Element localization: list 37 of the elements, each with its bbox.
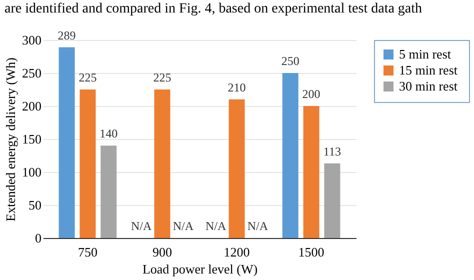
data-label: 200 [302,87,320,101]
x-tick-label: 750 [78,244,98,260]
y-tick-label: 200 [22,98,42,114]
data-label: 113 [323,144,341,158]
data-label: 250 [281,54,300,68]
data-label: 140 [100,126,118,141]
legend-label: 30 min rest [399,78,458,94]
y-tick-label: 150 [22,132,42,146]
bar [228,99,245,238]
bar [80,90,96,238]
bar [303,106,320,238]
bar [154,90,170,238]
bar [324,163,340,238]
y-axis-title: Extended energy delivery (Wh) [3,58,18,222]
y-tick-label: 250 [22,66,42,80]
text: N/A [206,219,226,233]
data-label: 289 [58,28,76,42]
text: N/A [172,219,194,233]
x-tick-label: 1200 [224,244,250,260]
data-label: 225 [78,70,97,84]
text: N/A [247,219,268,233]
legend-label: 5 min rest [399,46,452,62]
text: N/A [130,219,152,233]
data-label: 225 [153,70,172,84]
y-tick-label: 100 [22,164,42,180]
legend-label: 15 min rest [399,62,458,78]
bar [58,47,75,238]
y-tick-label: 50 [28,198,42,212]
y-tick-label: 0 [35,230,42,246]
y-tick-label: 300 [22,32,42,48]
x-axis-title: Load power level (W) [142,262,258,276]
x-tick-label: 1500 [298,244,324,260]
data-label: 210 [228,80,246,94]
bar [100,146,117,238]
bar [282,73,298,238]
x-tick-label: 900 [152,244,172,260]
text: are identified and compared in Fig. 4, based on experimental test data gath [4,1,422,16]
